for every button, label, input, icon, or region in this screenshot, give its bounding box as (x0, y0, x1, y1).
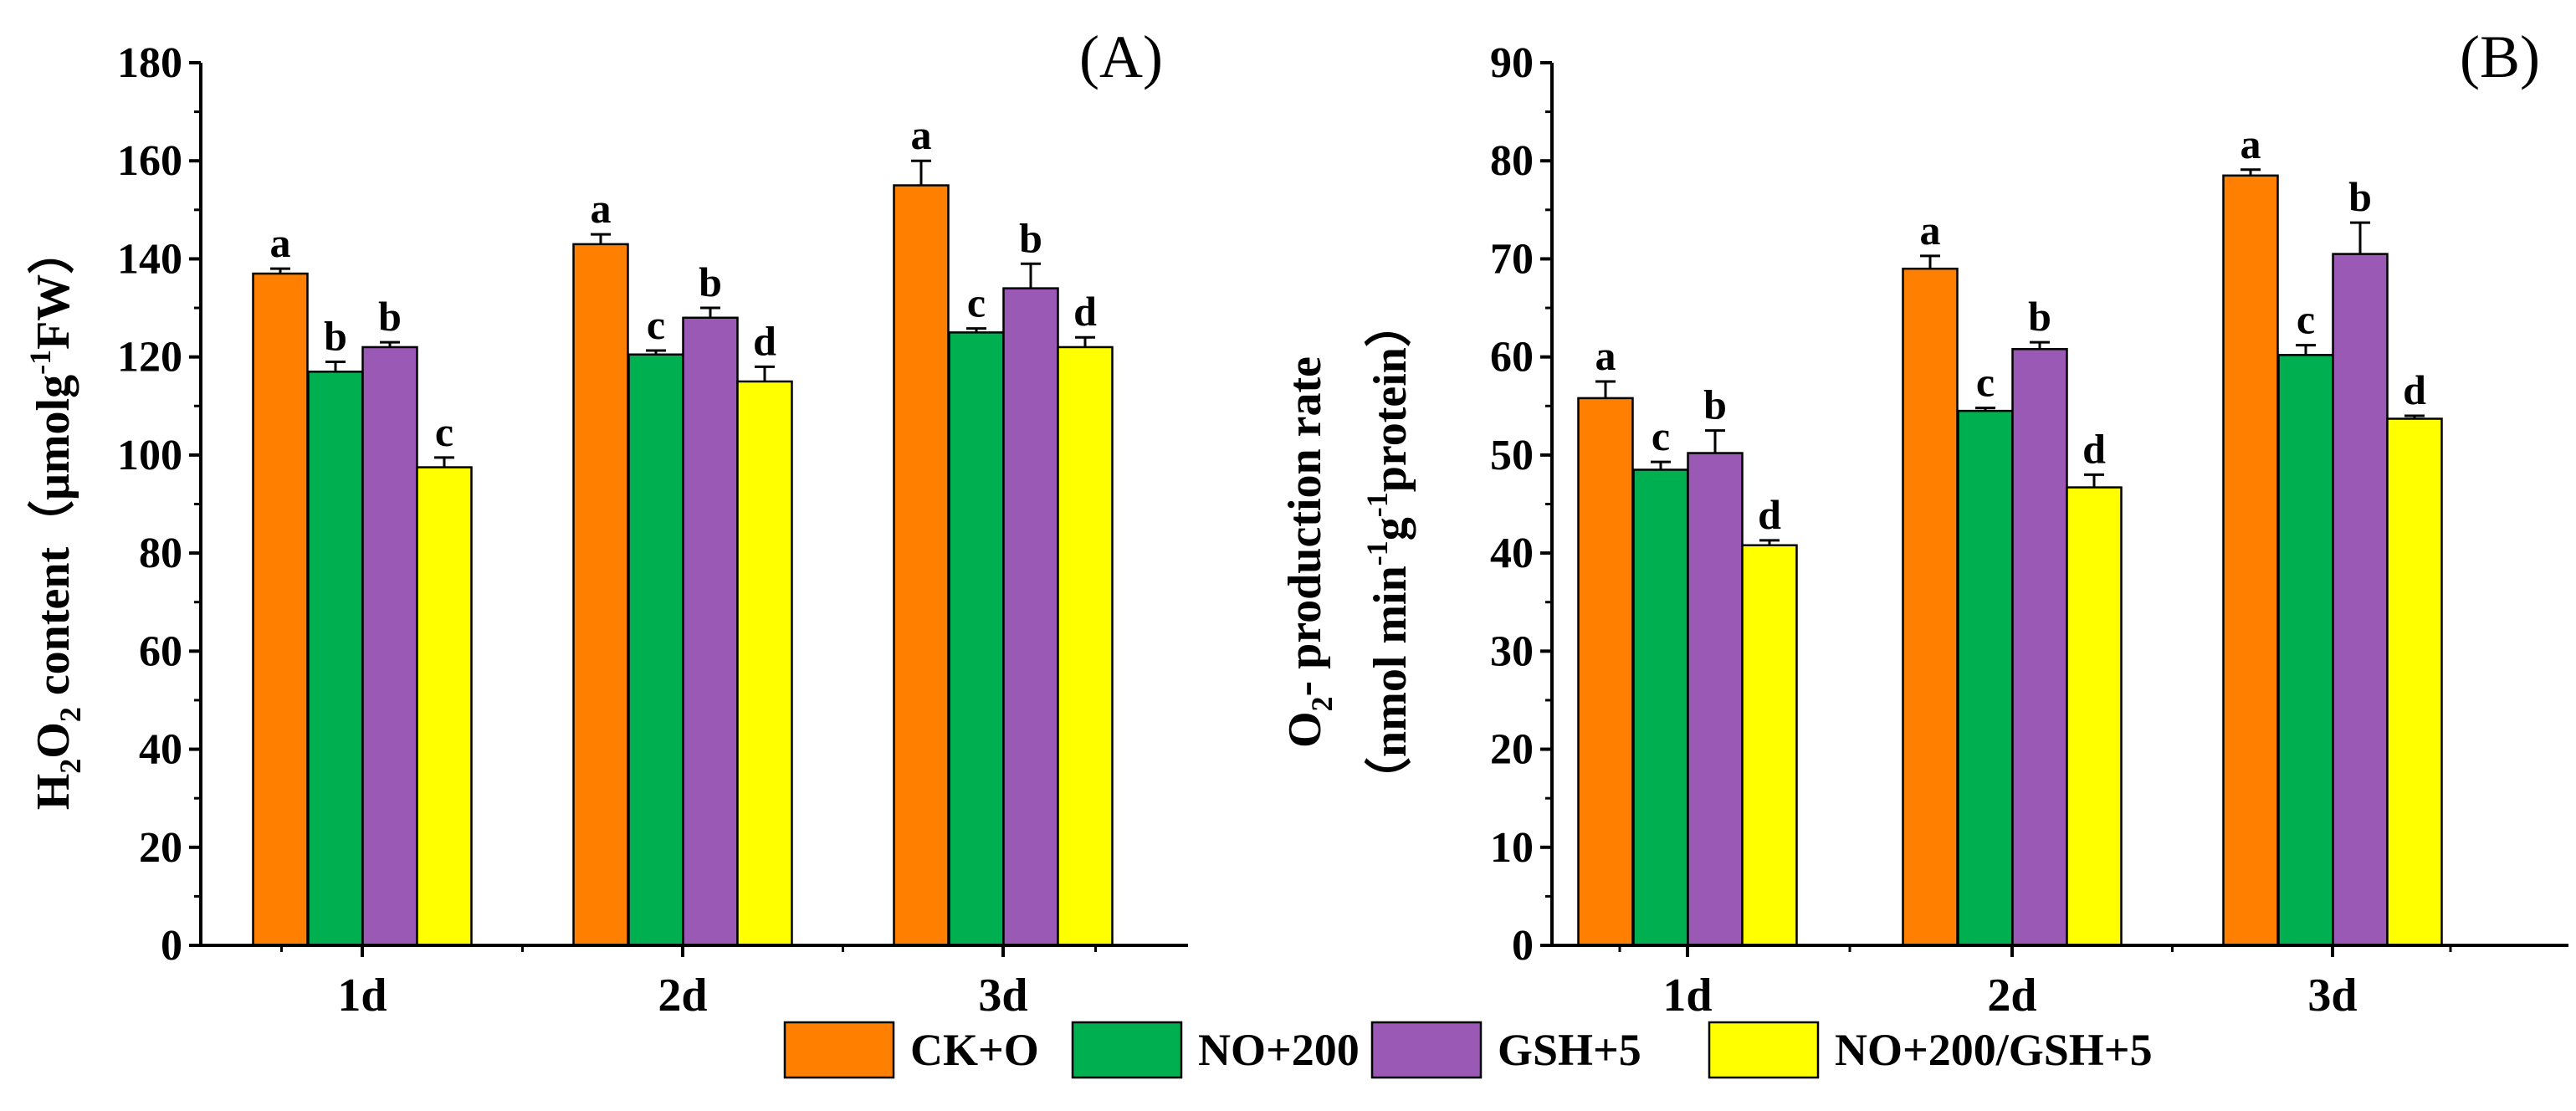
panel-b-bar-no-200-3d (2277, 354, 2334, 947)
panel-a-y-tick-label: 180 (117, 39, 182, 87)
panel-b-x-tick-label: 3d (2307, 970, 2357, 1021)
panel-a-significance-letter: d (1073, 288, 1097, 335)
panel-b-bar-no-200-gsh-5-2d (2066, 486, 2123, 947)
panel-b-significance-letter: a (2241, 120, 2261, 167)
panel-b-bar-ck-o-1d (1577, 397, 1634, 947)
panel-b-y-axis-label-line2: （nmol min-1g-1protein） (1360, 300, 1416, 804)
panel-a-significance-letter: c (435, 408, 453, 455)
panel-a-x-tick-label: 1d (337, 970, 387, 1021)
panel-b-bar-gsh-5-1d (1687, 452, 1744, 947)
panel-b-bar-no-200-gsh-5-3d (2386, 417, 2443, 947)
panel-b-y-axis-label-line1: O2- production rate (1279, 356, 1339, 748)
panel-a-significance-letter: a (270, 219, 291, 266)
panel-b-y-tick-label: 50 (1490, 432, 1534, 479)
panel-b-significance-letter: a (1595, 332, 1616, 379)
panel-b-significance-letter: c (1976, 359, 1995, 406)
panel-b-y-tick-label: 20 (1490, 726, 1534, 774)
panel-b-label: (B) (2460, 23, 2540, 90)
panel-b-significance-letter: b (1703, 381, 1727, 428)
panel-a-bar-gsh-5-1d (361, 346, 418, 947)
panel-a-bar-no-200-1d (307, 371, 364, 947)
legend-label-ck-o: CK+O (910, 1025, 1039, 1075)
panel-b-y-tick-label: 90 (1490, 39, 1534, 87)
legend-label-no-200-gsh-5: NO+200/GSH+5 (1835, 1025, 2153, 1075)
panel-a-y-tick-label: 100 (117, 432, 182, 479)
panel-a-bar-ck-o-1d (252, 272, 309, 947)
panel-a-bar-gsh-5-3d (1002, 287, 1059, 947)
panel-a-bar-no-200-3d (948, 331, 1005, 947)
panel-b-y-tick-label: 10 (1490, 824, 1534, 872)
panel-b-bar-gsh-5-3d (2332, 253, 2389, 947)
panel-b-y-tick-label: 40 (1490, 530, 1534, 577)
panel-a-significance-letter: c (647, 301, 665, 348)
panel-b-y-tick-label: 0 (1512, 922, 1534, 970)
panel-a-bar-ck-o-2d (572, 243, 629, 947)
legend-swatch-no-200 (1071, 1021, 1183, 1079)
panel-a-bar-no-200-gsh-5-1d (416, 466, 473, 947)
panel-b-y-tick-label: 30 (1490, 627, 1534, 675)
panel-b-x-tick-label: 1d (1662, 970, 1712, 1021)
panel-b-significance-letter: c (1652, 412, 1670, 459)
panel-a-bar-gsh-5-2d (682, 316, 739, 947)
panel-a-significance-letter: c (967, 279, 986, 326)
panel-a-significance-letter: d (753, 317, 776, 364)
panel-a-y-tick-label: 0 (161, 922, 182, 970)
panel-b-significance-letter: d (2082, 425, 2106, 472)
legend-swatch-gsh-5 (1370, 1021, 1483, 1079)
panel-a-y-tick-label: 60 (139, 627, 182, 675)
panel-b-significance-letter: b (2028, 293, 2051, 340)
legend-swatch-no-200-gsh-5 (1708, 1021, 1820, 1079)
panel-b-significance-letter: c (2297, 296, 2315, 343)
panel-a-significance-letter: a (911, 111, 932, 158)
panel-b-bar-gsh-5-2d (2011, 348, 2068, 947)
panel-a-significance-letter: a (591, 185, 612, 232)
panel-b-significance-letter: a (1920, 207, 1941, 253)
panel-b-bar-no-200-gsh-5-1d (1741, 544, 1798, 947)
panel-a-x-tick-label: 3d (978, 970, 1027, 1021)
panel-b-y-tick-label: 60 (1490, 334, 1534, 381)
panel-b-significance-letter: d (2403, 366, 2426, 413)
panel-a-significance-letter: b (1019, 214, 1042, 261)
legend-swatch-ck-o (783, 1021, 895, 1079)
panel-a-y-tick-label: 120 (117, 334, 182, 381)
panel-a-significance-letter: b (378, 293, 402, 340)
panel-b-bar-no-200-1d (1632, 468, 1689, 947)
panel-a-bar-no-200-2d (627, 353, 684, 947)
panel-b-significance-letter: b (2348, 173, 2372, 220)
legend: CK+O NO+200 GSH+5 NO+200/GSH+5 (783, 1021, 2153, 1079)
panel-a-y-tick-label: 160 (117, 137, 182, 185)
panel-a-label: (A) (1079, 23, 1163, 90)
panel-a-bar-ck-o-3d (893, 184, 950, 947)
panel-a-y-tick-label: 40 (139, 726, 182, 774)
panel-b-significance-letter: d (1758, 491, 1781, 538)
panel-b-y-tick-label: 80 (1490, 137, 1534, 185)
panel-a-bar-no-200-gsh-5-2d (736, 380, 793, 947)
panel-a-significance-letter: b (699, 259, 722, 305)
panel-b-y-tick-label: 70 (1490, 235, 1534, 283)
legend-label-gsh-5: GSH+5 (1498, 1025, 1641, 1075)
panel-a-x-tick-label: 2d (658, 970, 707, 1021)
legend-label-no-200: NO+200 (1198, 1025, 1360, 1075)
panel-a-y-tick-label: 140 (117, 235, 182, 283)
panel-a-significance-letter: b (324, 313, 347, 360)
panel-a-y-tick-label: 20 (139, 824, 182, 872)
panel-a-bar-no-200-gsh-5-3d (1057, 346, 1114, 947)
panel-a-y-tick-label: 80 (139, 530, 182, 577)
panel-b-bar-ck-o-3d (2222, 174, 2279, 947)
panel-b-bar-ck-o-2d (1902, 267, 1959, 947)
panel-b-bar-no-200-2d (1957, 409, 2014, 947)
panel-b-x-tick-label: 2d (1987, 970, 2036, 1021)
panel-a-y-axis-label: H2O2 content（μmolg-1FW） (23, 228, 87, 811)
